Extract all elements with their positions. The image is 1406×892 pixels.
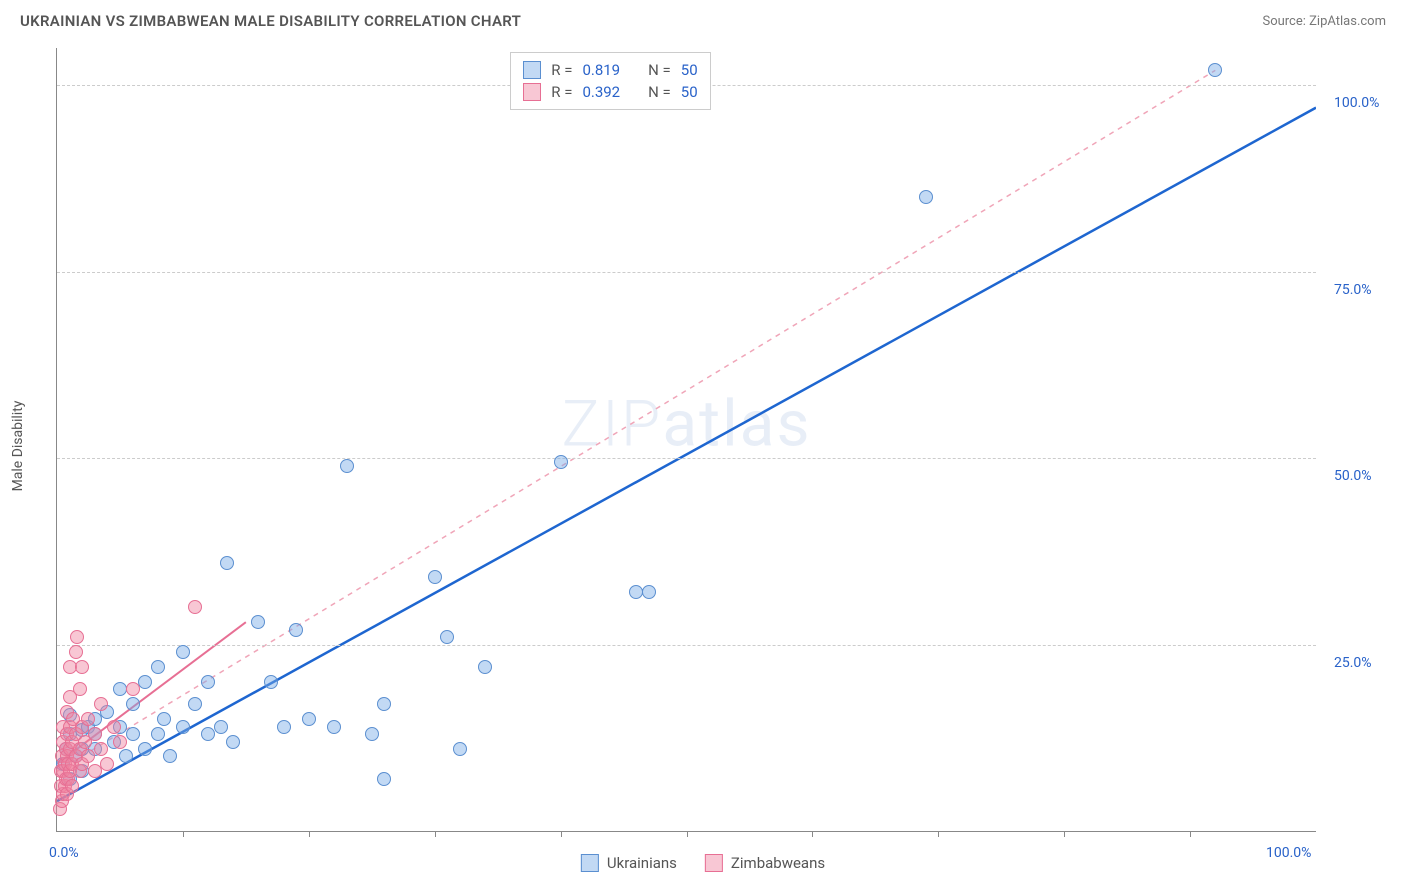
data-point — [377, 772, 391, 786]
data-point — [289, 623, 303, 637]
data-point — [642, 585, 656, 599]
r-value: 0.819 — [582, 61, 620, 79]
chart-plot-area: ZIPatlas 25.0%50.0%75.0%100.0%0.0%100.0%… — [56, 48, 1316, 832]
data-point — [163, 749, 177, 763]
data-point — [201, 675, 215, 689]
data-point — [176, 645, 190, 659]
data-point — [277, 720, 291, 734]
trend-lines-layer — [57, 48, 1316, 831]
data-point — [176, 720, 190, 734]
n-label: N = — [648, 83, 671, 101]
data-point — [88, 727, 102, 741]
legend-label: Zimbabweans — [731, 854, 825, 872]
ytick-label: 25.0% — [1334, 655, 1372, 671]
legend-bottom: Ukrainians Zimbabweans — [581, 854, 825, 872]
data-point — [453, 742, 467, 756]
data-point — [65, 779, 79, 793]
legend-stats-row: R = 0.819 N = 50 — [523, 59, 697, 81]
data-point — [440, 630, 454, 644]
chart-title: UKRAINIAN VS ZIMBABWEAN MALE DISABILITY … — [20, 12, 521, 30]
data-point — [554, 455, 568, 469]
xtick-label: 0.0% — [49, 845, 79, 861]
data-point — [365, 727, 379, 741]
data-point — [188, 600, 202, 614]
xtick — [687, 831, 688, 837]
data-point — [138, 742, 152, 756]
ytick-label: 75.0% — [1334, 282, 1372, 298]
data-point — [188, 697, 202, 711]
data-point — [126, 682, 140, 696]
data-point — [478, 660, 492, 674]
r-label: R = — [551, 83, 572, 101]
gridline — [57, 272, 1316, 273]
data-point — [302, 712, 316, 726]
data-point — [340, 459, 354, 473]
legend-swatch — [581, 854, 599, 872]
data-point — [264, 675, 278, 689]
source-label: Source: ZipAtlas.com — [1262, 14, 1386, 29]
data-point — [73, 682, 87, 696]
data-point — [151, 660, 165, 674]
data-point — [327, 720, 341, 734]
data-point — [220, 556, 234, 570]
data-point — [94, 697, 108, 711]
n-value: 50 — [681, 61, 698, 79]
data-point — [69, 645, 83, 659]
data-point — [119, 749, 133, 763]
ytick-label: 50.0% — [1334, 468, 1372, 484]
data-point — [226, 735, 240, 749]
legend-stats: R = 0.819 N = 50 R = 0.392 N = 50 — [510, 52, 710, 110]
watermark: ZIPatlas — [562, 386, 812, 461]
xtick — [938, 831, 939, 837]
xtick-label: 100.0% — [1266, 845, 1311, 861]
r-value: 0.392 — [582, 83, 620, 101]
data-point — [151, 727, 165, 741]
legend-swatch — [523, 83, 541, 101]
legend-item: Ukrainians — [581, 854, 677, 872]
data-point — [70, 630, 84, 644]
ytick-label: 100.0% — [1334, 95, 1379, 111]
legend-item: Zimbabweans — [705, 854, 825, 872]
data-point — [126, 697, 140, 711]
xtick — [1064, 831, 1065, 837]
data-point — [157, 712, 171, 726]
xtick — [1190, 831, 1191, 837]
data-point — [75, 660, 89, 674]
gridline — [57, 458, 1316, 459]
data-point — [214, 720, 228, 734]
data-point — [81, 712, 95, 726]
data-point — [81, 749, 95, 763]
xtick — [812, 831, 813, 837]
data-point — [100, 757, 114, 771]
header: UKRAINIAN VS ZIMBABWEAN MALE DISABILITY … — [0, 0, 1406, 36]
data-point — [1208, 63, 1222, 77]
legend-stats-row: R = 0.392 N = 50 — [523, 81, 697, 103]
data-point — [94, 742, 108, 756]
n-label: N = — [648, 61, 671, 79]
data-point — [113, 735, 127, 749]
data-point — [88, 764, 102, 778]
data-point — [919, 190, 933, 204]
legend-swatch — [705, 854, 723, 872]
y-axis-label: Male Disability — [10, 401, 26, 492]
xtick — [435, 831, 436, 837]
data-point — [126, 727, 140, 741]
legend-label: Ukrainians — [607, 854, 677, 872]
data-point — [428, 570, 442, 584]
data-point — [251, 615, 265, 629]
data-point — [201, 727, 215, 741]
xtick — [309, 831, 310, 837]
data-point — [107, 720, 121, 734]
n-value: 50 — [681, 83, 698, 101]
xtick — [183, 831, 184, 837]
gridline — [57, 645, 1316, 646]
data-point — [138, 675, 152, 689]
xtick — [561, 831, 562, 837]
data-point — [377, 697, 391, 711]
legend-swatch — [523, 61, 541, 79]
r-label: R = — [551, 61, 572, 79]
